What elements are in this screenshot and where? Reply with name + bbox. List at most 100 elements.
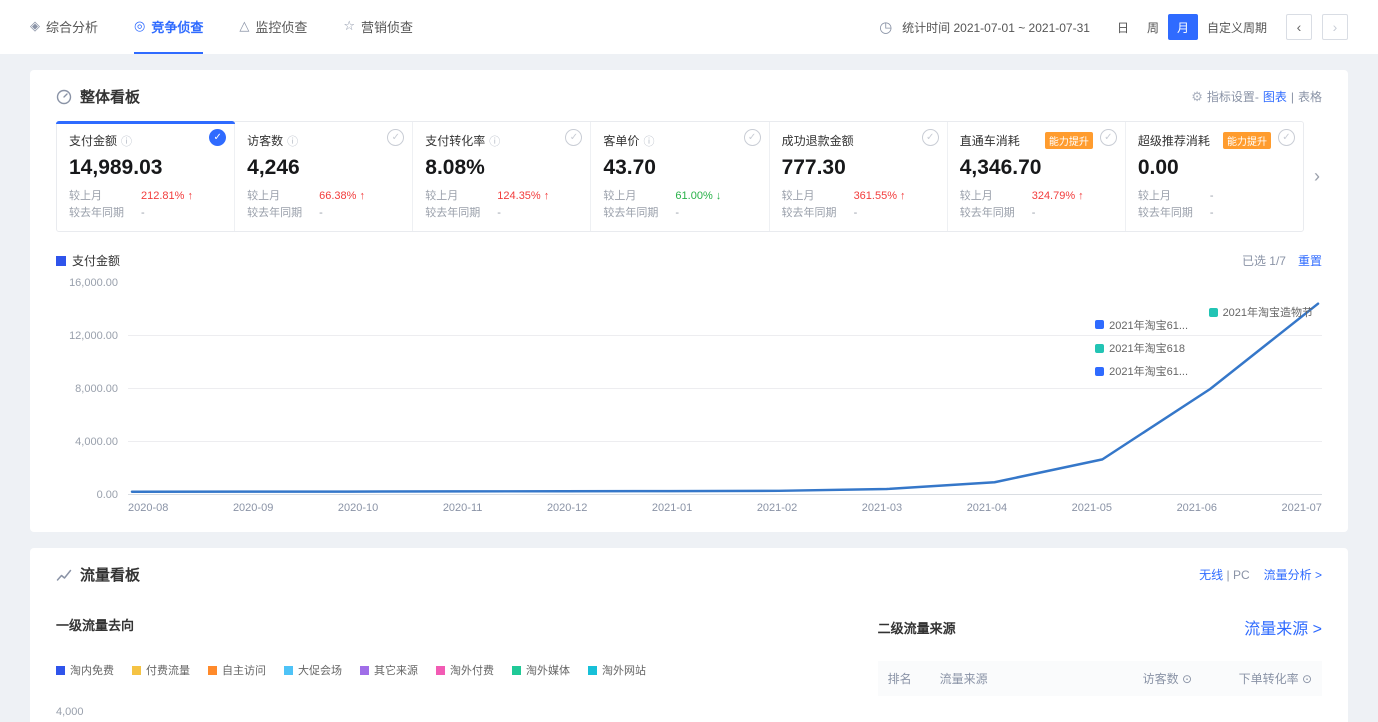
metric-label: 成功退款金额: [781, 134, 854, 148]
y-tick-label: 8,000.00: [75, 383, 118, 396]
event-annotation[interactable]: 2021年淘宝61...: [1095, 317, 1188, 333]
check-icon[interactable]: ✓: [743, 129, 761, 146]
event-annotation[interactable]: 2021年淘宝618: [1095, 340, 1185, 356]
traffic-legend-item[interactable]: 淘外付费: [436, 662, 494, 678]
yoy-value: -: [1209, 207, 1214, 220]
traffic-right-title: 二级流量来源: [877, 620, 956, 636]
traffic-legend-item[interactable]: 大促会场: [284, 662, 342, 678]
info-icon[interactable]: ⓘ: [489, 135, 501, 148]
tab-comprehensive-analysis[interactable]: ◈ 综合分析: [30, 0, 98, 54]
traffic-legend-item[interactable]: 付费流量: [132, 662, 190, 678]
metric-card-visitors[interactable]: ✓ 访客数 ⓘ 4,246 较上月 66.38% ↑ 较去年同期 -: [235, 122, 414, 232]
traffic-analysis-link[interactable]: 流量分析 >: [1263, 568, 1322, 583]
check-glyph: ✓: [213, 132, 222, 143]
info-icon[interactable]: ⓘ: [643, 135, 655, 148]
range-month-button[interactable]: 月: [1167, 14, 1198, 40]
check-icon[interactable]: ✓: [1099, 129, 1117, 146]
metric-value: 4,246: [247, 156, 300, 179]
metric-value: 8.08%: [425, 156, 485, 179]
overview-panel-title: 整体看板: [56, 86, 140, 107]
annotation-text: 2021年淘宝造物节: [1222, 307, 1314, 320]
metric-label: 超级推荐消耗: [1137, 134, 1210, 148]
info-icon[interactable]: ⓘ: [121, 135, 133, 148]
trend-line: [130, 302, 1320, 494]
col-order-conversion[interactable]: 下单转化率 ⊙: [1238, 672, 1312, 687]
range-custom-button[interactable]: 自定义周期: [1197, 14, 1276, 40]
metric-card-avg-order-value[interactable]: ✓ 客单价 ⓘ 43.70 较上月 61.00% ↓ 较去年同期 -: [591, 122, 770, 232]
legend-label: 淘外付费: [450, 665, 494, 678]
traffic-panel: 流量看板 无线 | PC 流量分析 > 一级流量去向 淘内免费 付费流量 自主访问 大…: [30, 548, 1348, 722]
view-chart-link[interactable]: 图表: [1262, 90, 1287, 104]
device-pc[interactable]: PC: [1232, 568, 1250, 583]
check-icon[interactable]: ✓: [1277, 129, 1295, 146]
x-tick-label: 2020-09: [232, 502, 274, 515]
clock-icon: ◷: [879, 19, 893, 36]
traffic-legend-item[interactable]: 其它来源: [360, 662, 418, 678]
legend-label: 付费流量: [146, 665, 190, 678]
y-axis: 0.00 4,000.00 8,000.00 12,000.00 16,000.00: [56, 277, 128, 501]
event-annotation[interactable]: 2021年淘宝造物节: [1208, 304, 1314, 320]
yoy-value: -: [319, 207, 323, 220]
metric-card-pay-amount[interactable]: ✓ 支付金额 ⓘ 14,989.03 较上月 212.81% ↑ 较去年同期 -: [55, 120, 236, 232]
x-tick-label: 2020-10: [337, 502, 379, 515]
dashboard-icon: [56, 89, 72, 104]
series-legend-pay-amount[interactable]: 支付金额: [56, 252, 120, 269]
range-week-button[interactable]: 周: [1137, 14, 1168, 40]
tab-monitor-scout[interactable]: △ 监控侦查: [239, 0, 307, 54]
metric-card-conversion-rate[interactable]: ✓ 支付转化率 ⓘ 8.08% 较上月 124.35% ↑ 较去年同期 -: [413, 122, 592, 232]
prev-period-button[interactable]: ‹: [1286, 14, 1312, 40]
nav-tabs: ◈ 综合分析 ◎ 竞争侦查 △ 监控侦查 ☆ 营销侦查: [30, 0, 413, 54]
y-tick-label: 0.00: [96, 489, 118, 502]
capability-badge[interactable]: 能力提升: [1222, 132, 1271, 149]
metric-value: 43.70: [603, 156, 656, 179]
col-visitors[interactable]: 访客数 ⊙: [1142, 672, 1192, 687]
mom-value: -: [1209, 190, 1214, 202]
metric-card-ztc-spend[interactable]: ✓ 直通车消耗 能力提升 4,346.70 较上月 324.79% ↑ 较去年同期…: [948, 122, 1126, 232]
legend-swatch: [436, 665, 445, 675]
legend-swatch: [132, 665, 141, 675]
range-day-button[interactable]: 日: [1107, 14, 1138, 40]
traffic-source-link[interactable]: 流量来源 >: [1244, 621, 1322, 639]
check-icon[interactable]: ✓: [387, 129, 405, 146]
traffic-legend-item[interactable]: 淘内免费: [56, 662, 114, 678]
tab-label: 监控侦查: [255, 19, 308, 35]
metric-label: 访客数: [247, 134, 284, 148]
gear-icon[interactable]: ⚙: [1191, 88, 1203, 104]
next-period-button[interactable]: ›: [1322, 14, 1348, 40]
event-annotation[interactable]: 2021年淘宝61...: [1095, 363, 1188, 379]
tab-marketing-scout[interactable]: ☆ 营销侦查: [343, 0, 413, 54]
mom-label: 较上月: [69, 190, 102, 202]
check-icon[interactable]: ✓: [209, 129, 227, 146]
traffic-legend-item[interactable]: 淘外媒体: [512, 662, 570, 678]
x-tick-label: 2021-06: [1176, 502, 1217, 515]
annotation-text: 2021年淘宝618: [1109, 343, 1185, 356]
traffic-legend-item[interactable]: 淘外网站: [588, 662, 646, 678]
col-source: 流量来源: [939, 672, 988, 687]
traffic-legend-item[interactable]: 自主访问: [208, 662, 266, 678]
date-range-label: 统计时间 2021-07-01 ~ 2021-07-31: [902, 20, 1090, 35]
yoy-value: -: [1031, 207, 1036, 220]
device-toggle[interactable]: 无线 | PC: [1199, 566, 1250, 583]
info-icon[interactable]: ⓘ: [287, 135, 299, 148]
metric-label: 直通车消耗: [959, 134, 1020, 148]
check-icon[interactable]: ✓: [565, 129, 583, 146]
metric-card-super-rec-spend[interactable]: ✓ 超级推荐消耗 能力提升 0.00 较上月 - 较去年同期 -: [1126, 122, 1303, 231]
x-tick-label: 2021-03: [861, 502, 903, 515]
metric-strip-next-arrow[interactable]: ›: [1314, 166, 1320, 187]
metric-card-refund-amount[interactable]: ✓ 成功退款金额 777.30 较上月 361.55% ↑ 较去年同期 -: [770, 122, 948, 232]
traffic-source-block: 二级流量来源 流量来源 > 排名 流量来源 访客数 ⊙ 下单转化率 ⊙: [877, 615, 1322, 718]
legend-label: 其它来源: [374, 665, 418, 678]
check-icon[interactable]: ✓: [921, 129, 939, 146]
tab-label: 竞争侦查: [151, 19, 204, 35]
legend-swatch: [512, 665, 521, 675]
device-wireless[interactable]: 无线: [1199, 568, 1224, 583]
reset-link[interactable]: 重置: [1297, 254, 1322, 269]
metric-label: 支付金额: [69, 134, 118, 148]
view-table-link[interactable]: 表格: [1297, 90, 1322, 104]
plot-area: 2021年淘宝61... 2021年淘宝618 2021年淘宝61... 202…: [128, 283, 1322, 496]
capability-badge[interactable]: 能力提升: [1044, 132, 1093, 149]
tab-competitor-scout[interactable]: ◎ 竞争侦查: [134, 0, 204, 54]
legend-label: 淘外媒体: [526, 665, 570, 678]
mom-label: 较上月: [425, 190, 459, 202]
legend-label: 自主访问: [222, 665, 266, 678]
